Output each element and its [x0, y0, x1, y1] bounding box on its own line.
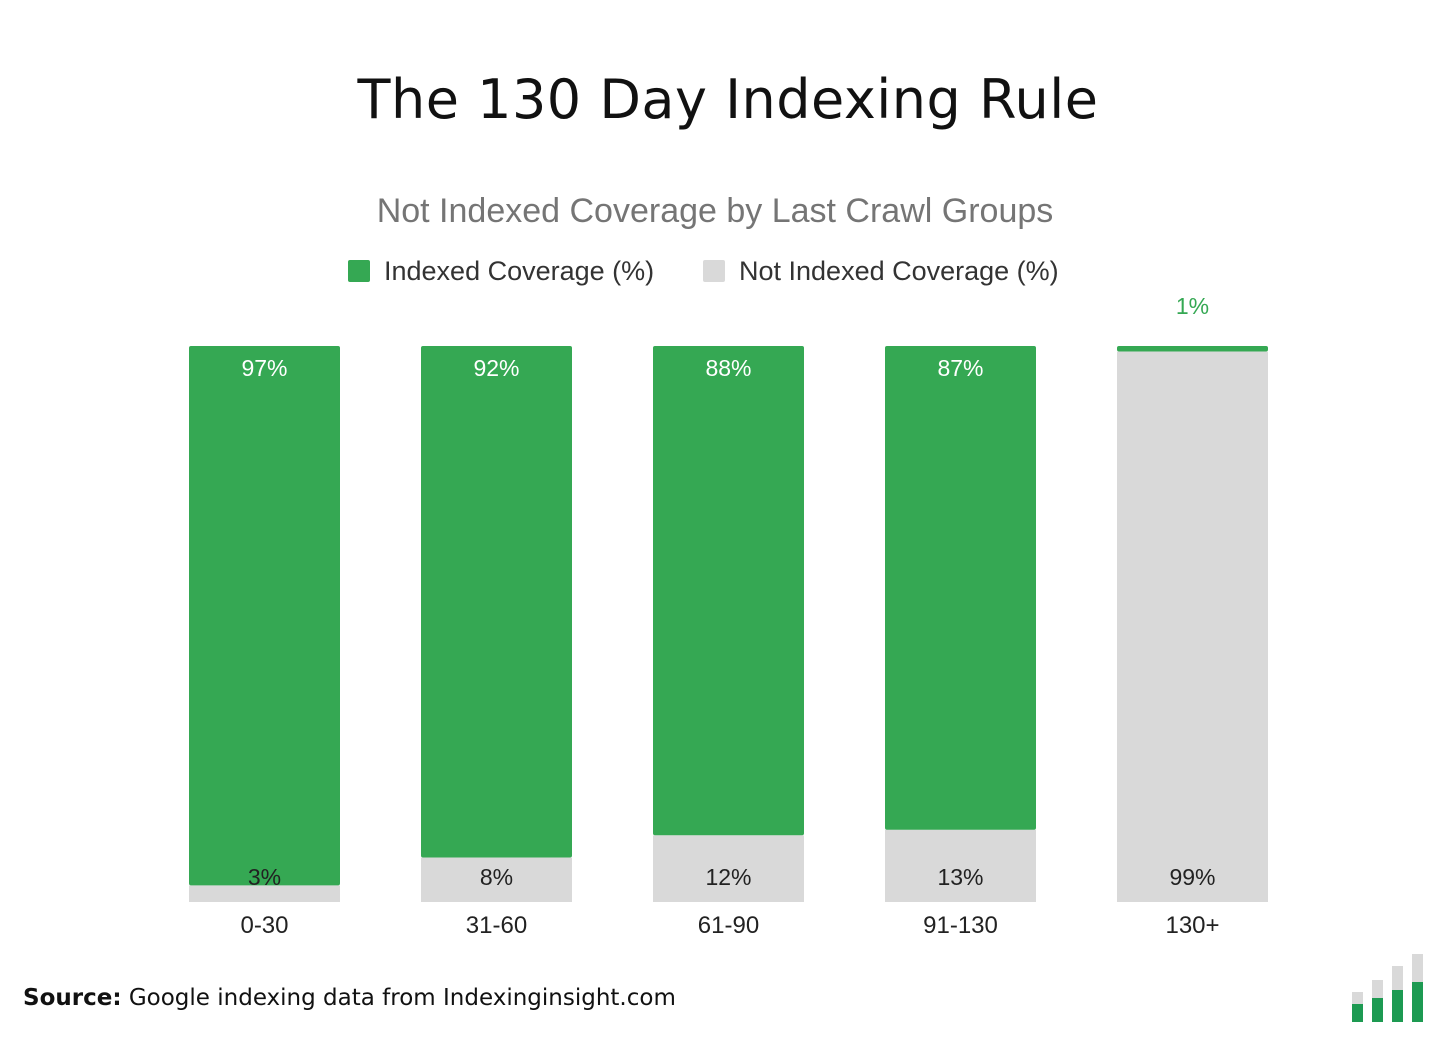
bar-not-indexed-130+: [1117, 351, 1268, 902]
data-label-not-indexed-91-130: 13%: [937, 864, 983, 890]
bar-not-indexed-91-130: [885, 829, 1036, 902]
x-tick-label-130+: 130+: [1165, 912, 1219, 939]
data-label-not-indexed-61-90: 12%: [705, 864, 751, 890]
data-label-indexed-0-30: 97%: [241, 355, 287, 381]
bar-not-indexed-31-60: [421, 857, 572, 902]
data-label-indexed-61-90: 88%: [705, 355, 751, 381]
x-tick-label-91-130: 91-130: [923, 912, 998, 939]
x-tick-label-31-60: 31-60: [466, 912, 527, 939]
page-title: The 130 Day Indexing Rule: [357, 68, 1099, 131]
source-note: Source: Google indexing data from Indexi…: [23, 985, 676, 1011]
source-label: Source:: [23, 985, 122, 1011]
bar-indexed-91-130: [885, 346, 1036, 830]
bar-not-indexed-61-90: [653, 835, 804, 902]
bar-indexed-31-60: [421, 346, 572, 858]
legend-label-not-indexed: Not Indexed Coverage (%): [739, 256, 1059, 286]
data-label-not-indexed-31-60: 8%: [480, 864, 513, 890]
logo-bar-2: [1372, 998, 1383, 1022]
chart-subtitle: Not Indexed Coverage by Last Crawl Group…: [377, 192, 1054, 230]
data-label-indexed-130+: 1%: [1176, 293, 1209, 319]
x-tick-label-61-90: 61-90: [698, 912, 759, 939]
data-label-indexed-91-130: 87%: [937, 355, 983, 381]
logo-bar-1: [1352, 1004, 1363, 1022]
x-tick-label-0-30: 0-30: [240, 912, 288, 939]
data-label-indexed-31-60: 92%: [473, 355, 519, 381]
data-label-not-indexed-0-30: 3%: [248, 864, 281, 890]
legend-swatch-indexed: [348, 260, 370, 282]
logo-bar-4: [1412, 982, 1423, 1022]
legend-swatch-not-indexed: [703, 260, 725, 282]
bar-indexed-130+: [1117, 346, 1268, 352]
bar-chart-logo-icon: [1352, 954, 1423, 1022]
source-text: Google indexing data from Indexinginsigh…: [128, 985, 676, 1011]
bar-indexed-0-30: [189, 346, 340, 886]
bar-indexed-61-90: [653, 346, 804, 836]
bar-not-indexed-0-30: [189, 885, 340, 902]
legend: Indexed Coverage (%) Not Indexed Coverag…: [348, 256, 1059, 286]
logo-bar-3: [1392, 990, 1403, 1022]
data-label-not-indexed-130+: 99%: [1169, 864, 1215, 890]
legend-label-indexed: Indexed Coverage (%): [384, 256, 654, 286]
